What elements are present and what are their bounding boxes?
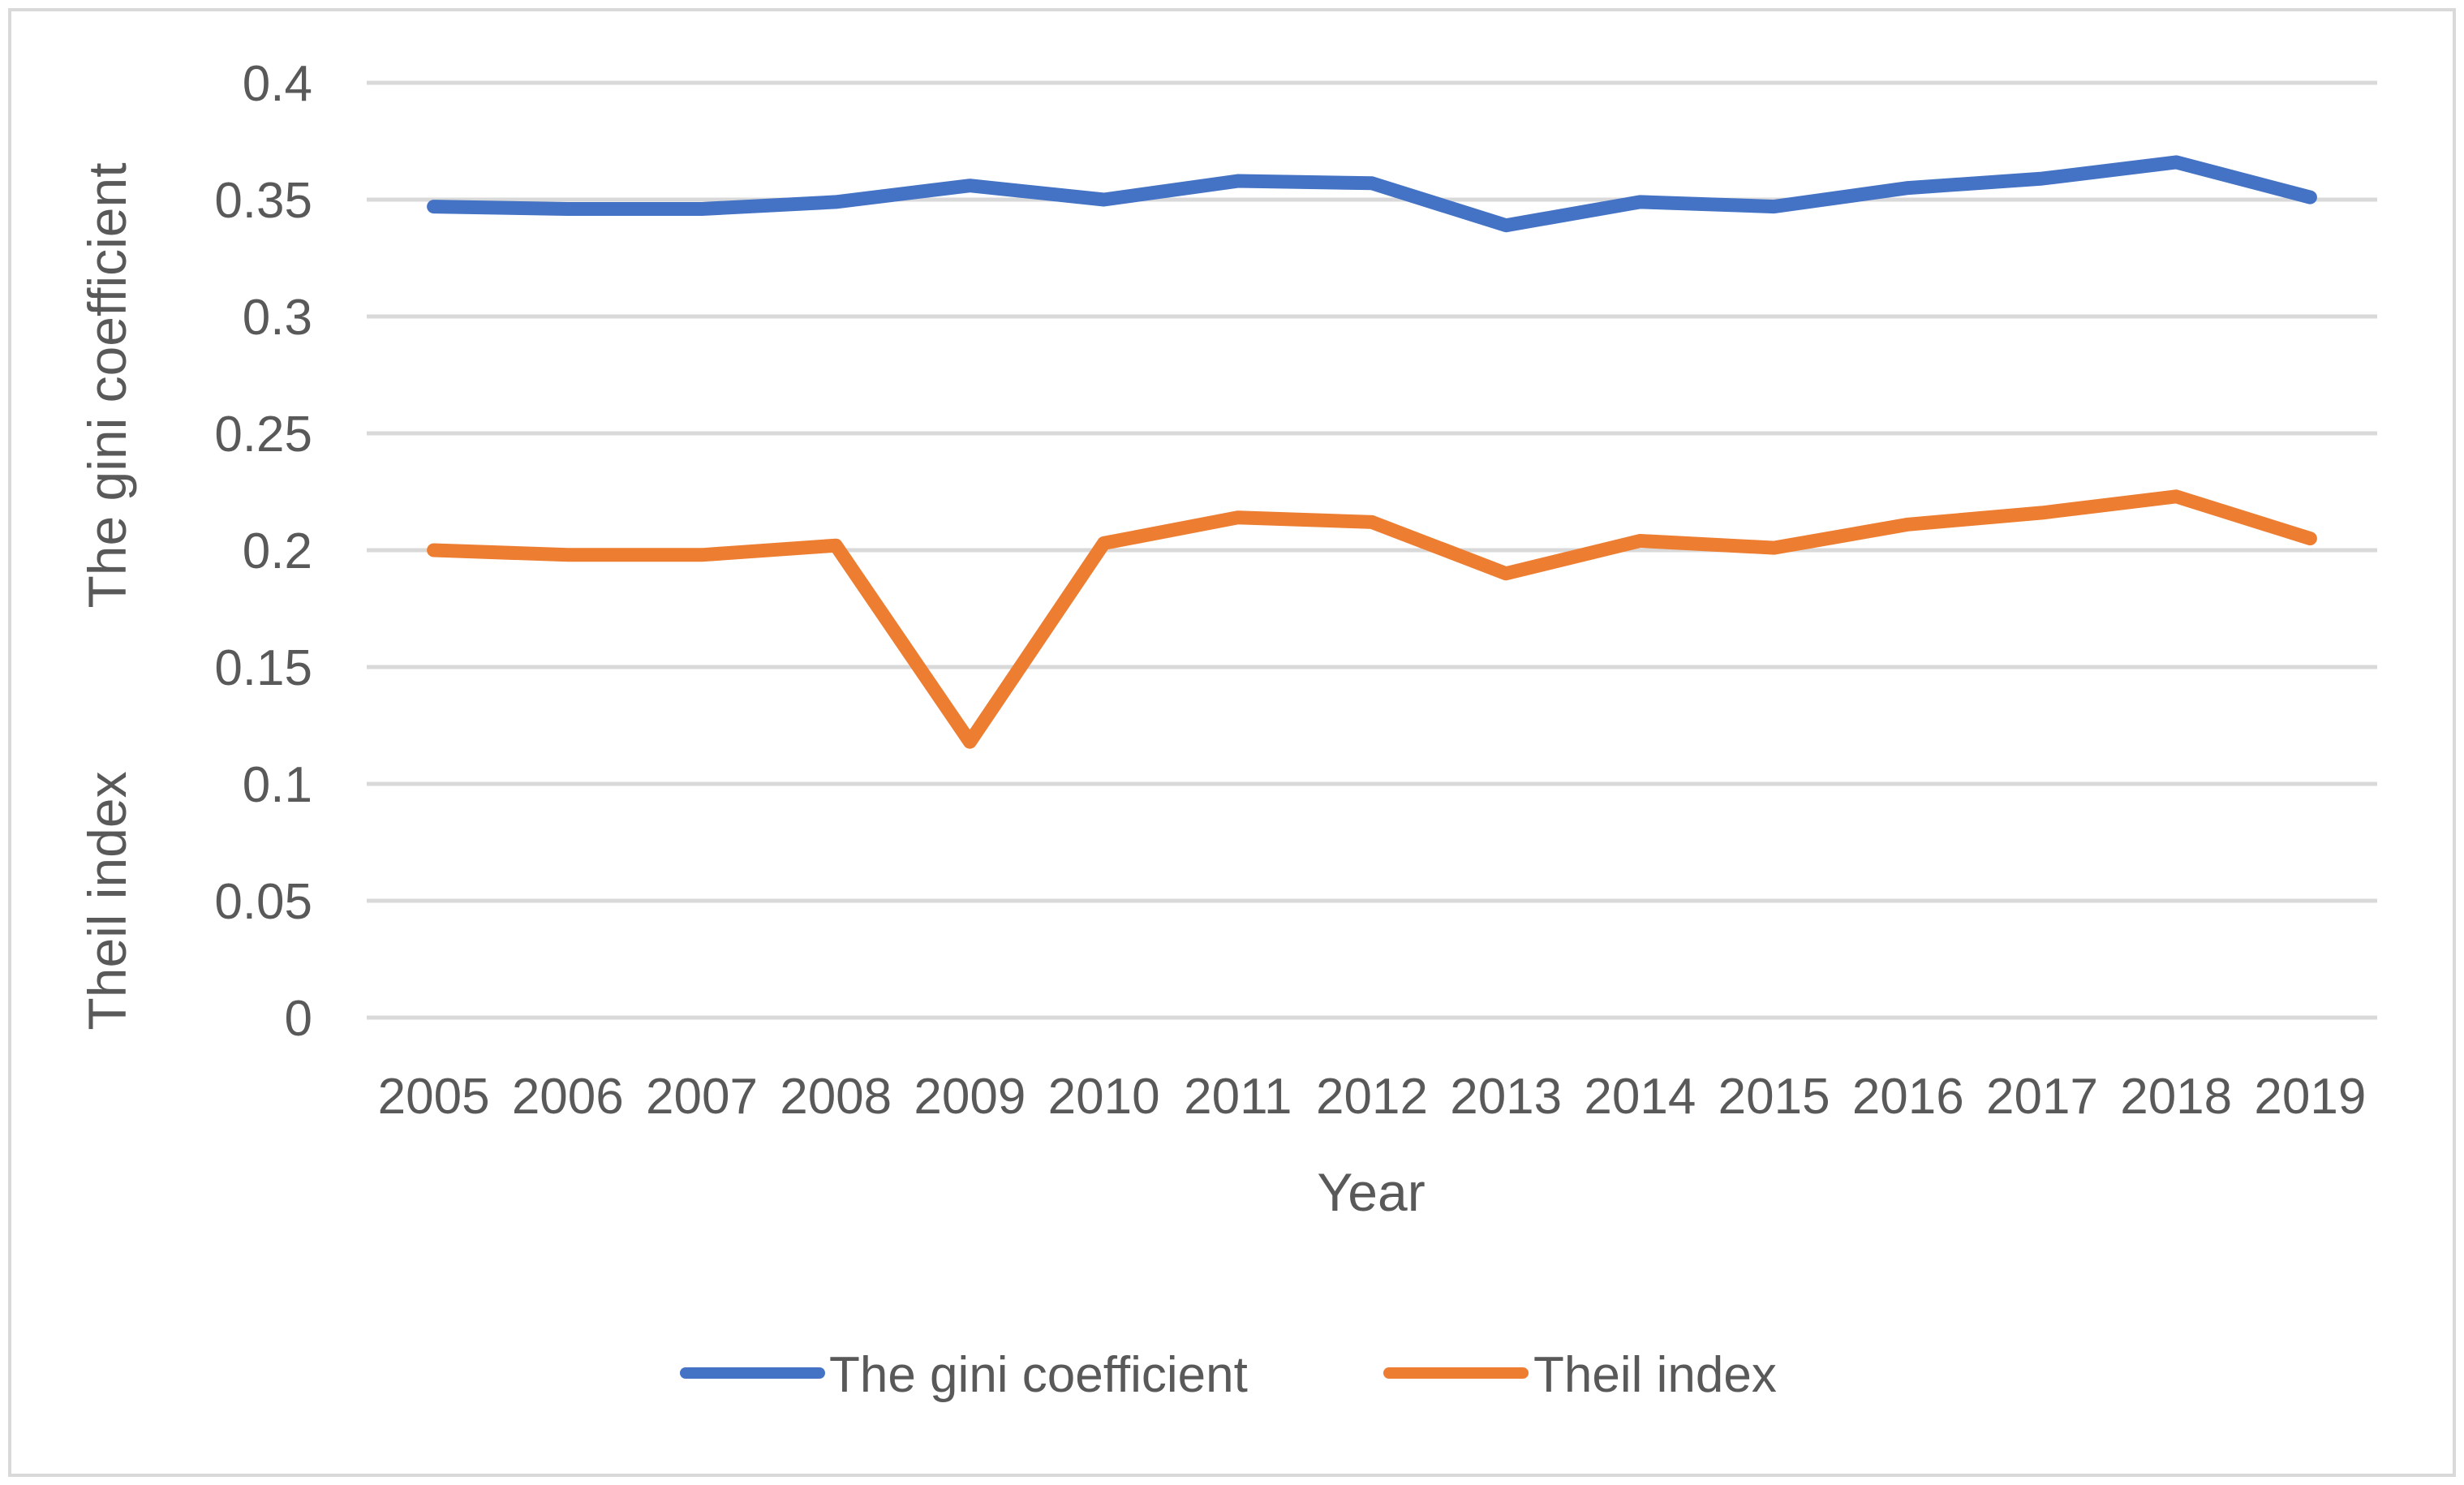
x-tick-label: 2012 xyxy=(1316,1069,1428,1125)
y-tick-label: 0.2 xyxy=(243,523,312,579)
data-point xyxy=(1773,205,1775,208)
data-point xyxy=(1103,199,1105,200)
data-point xyxy=(2175,161,2178,163)
data-point xyxy=(835,544,837,547)
data-point xyxy=(432,549,435,551)
y-tick-label: 0.3 xyxy=(243,290,312,346)
y-tick-label: 0.05 xyxy=(214,874,312,930)
legend-label-theil: Theil index xyxy=(1533,1347,1777,1403)
data-point xyxy=(1639,200,1641,203)
data-point xyxy=(1907,523,1909,526)
y-tick-label: 0.15 xyxy=(214,640,312,696)
data-point xyxy=(566,553,569,556)
data-point xyxy=(1371,521,1373,523)
data-point xyxy=(701,553,703,556)
data-point xyxy=(1103,542,1105,544)
data-point xyxy=(1236,516,1239,519)
x-tick-label: 2006 xyxy=(512,1069,624,1125)
data-point xyxy=(701,208,703,210)
data-point xyxy=(1505,572,1507,575)
data-point xyxy=(2175,495,2178,497)
data-point xyxy=(969,184,971,187)
data-point xyxy=(2309,537,2311,540)
data-point xyxy=(1773,547,1775,549)
x-tick-label: 2019 xyxy=(2254,1069,2366,1125)
x-tick-label: 2017 xyxy=(1986,1069,2098,1125)
data-point xyxy=(1371,182,1373,184)
x-tick-label: 2009 xyxy=(914,1069,1026,1125)
data-point xyxy=(1907,187,1909,189)
x-tick-label: 2008 xyxy=(780,1069,892,1125)
x-tick-label: 2015 xyxy=(1718,1069,1830,1125)
data-point xyxy=(432,205,435,208)
data-point xyxy=(1236,179,1239,182)
y-tick-label: 0.1 xyxy=(243,757,312,813)
legend-label-gini: The gini coefficient xyxy=(829,1347,1248,1403)
data-point xyxy=(2041,511,2043,514)
x-tick-label: 2011 xyxy=(1184,1069,1292,1125)
data-point xyxy=(2309,196,2311,199)
x-axis-title: Year xyxy=(1317,1162,1425,1222)
legend: The gini coefficient Theil index xyxy=(680,1347,1777,1403)
series-layer xyxy=(427,155,2317,749)
data-point xyxy=(1505,224,1507,226)
y-axis-ticks: 0 0.05 0.1 0.15 0.2 0.25 0.3 0.35 0.4 xyxy=(214,56,312,1047)
x-tick-label: 2007 xyxy=(646,1069,758,1125)
y-tick-label: 0.35 xyxy=(214,173,312,229)
y-axis-title-bottom: Theil index xyxy=(77,771,137,1030)
data-point xyxy=(969,741,971,743)
x-tick-label: 2005 xyxy=(378,1069,490,1125)
chart-border xyxy=(8,8,2456,1477)
y-tick-label: 0.4 xyxy=(243,56,312,112)
y-tick-label: 0.25 xyxy=(214,407,312,463)
data-point xyxy=(1639,540,1641,542)
x-tick-label: 2010 xyxy=(1048,1069,1160,1125)
y-axis-title-top: The gini coefficient xyxy=(77,162,137,608)
x-tick-label: 2016 xyxy=(1852,1069,1964,1125)
x-tick-label: 2018 xyxy=(2120,1069,2232,1125)
x-tick-label: 2014 xyxy=(1584,1069,1696,1125)
y-tick-label: 0 xyxy=(285,991,312,1047)
data-point xyxy=(2041,178,2043,180)
data-point xyxy=(566,208,569,210)
x-axis-ticks: 2005 2006 2007 2008 2009 2010 2011 2012 2013 2014… xyxy=(378,1069,2367,1125)
x-tick-label: 2013 xyxy=(1450,1069,1562,1125)
data-point xyxy=(835,200,837,203)
